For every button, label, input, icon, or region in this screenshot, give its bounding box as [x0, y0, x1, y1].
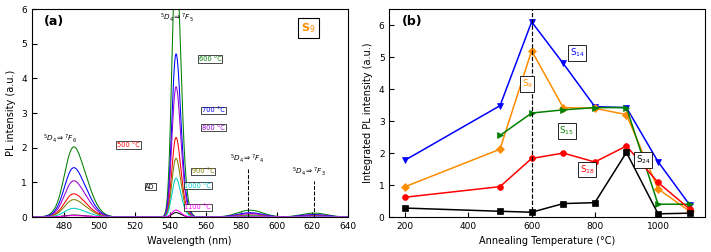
Text: $^5D_4$$\Rightarrow$$^7F_6$: $^5D_4$$\Rightarrow$$^7F_6$ [43, 133, 77, 145]
Y-axis label: PL intensity (a.u.): PL intensity (a.u.) [6, 70, 16, 156]
Text: 800 °C: 800 °C [202, 125, 225, 131]
Text: 700 °C: 700 °C [202, 107, 225, 113]
Text: 900 °C: 900 °C [191, 168, 214, 174]
Text: S$_{24}$: S$_{24}$ [636, 154, 651, 166]
Text: AD: AD [145, 184, 155, 190]
Text: (b): (b) [402, 15, 422, 28]
Text: $^5D_4$$\Rightarrow$$^7F_5$: $^5D_4$$\Rightarrow$$^7F_5$ [161, 11, 194, 24]
X-axis label: Wavelength (nm): Wavelength (nm) [147, 236, 232, 246]
Text: S$_9$: S$_9$ [301, 21, 316, 35]
Text: S$_{14}$: S$_{14}$ [570, 46, 584, 59]
Text: 1100 °C: 1100 °C [184, 204, 211, 210]
Text: 600 °C: 600 °C [198, 56, 222, 62]
Text: S$_{18}$: S$_{18}$ [579, 163, 594, 176]
Y-axis label: Integrated PL intensity (a.u.): Integrated PL intensity (a.u.) [363, 43, 373, 183]
Text: (a): (a) [44, 15, 65, 28]
Text: 1000 °C: 1000 °C [184, 182, 211, 188]
X-axis label: Annealing Temperature (°C): Annealing Temperature (°C) [479, 236, 616, 246]
Text: $^5D_4$$\Rightarrow$$^7F_4$: $^5D_4$$\Rightarrow$$^7F_4$ [230, 152, 264, 165]
Text: S$_9$: S$_9$ [521, 77, 533, 90]
Text: 500 °C: 500 °C [117, 142, 140, 148]
Text: $^5D_4$$\Rightarrow$$^7F_3$: $^5D_4$$\Rightarrow$$^7F_3$ [292, 166, 326, 178]
Text: S$_{15}$: S$_{15}$ [560, 125, 574, 137]
